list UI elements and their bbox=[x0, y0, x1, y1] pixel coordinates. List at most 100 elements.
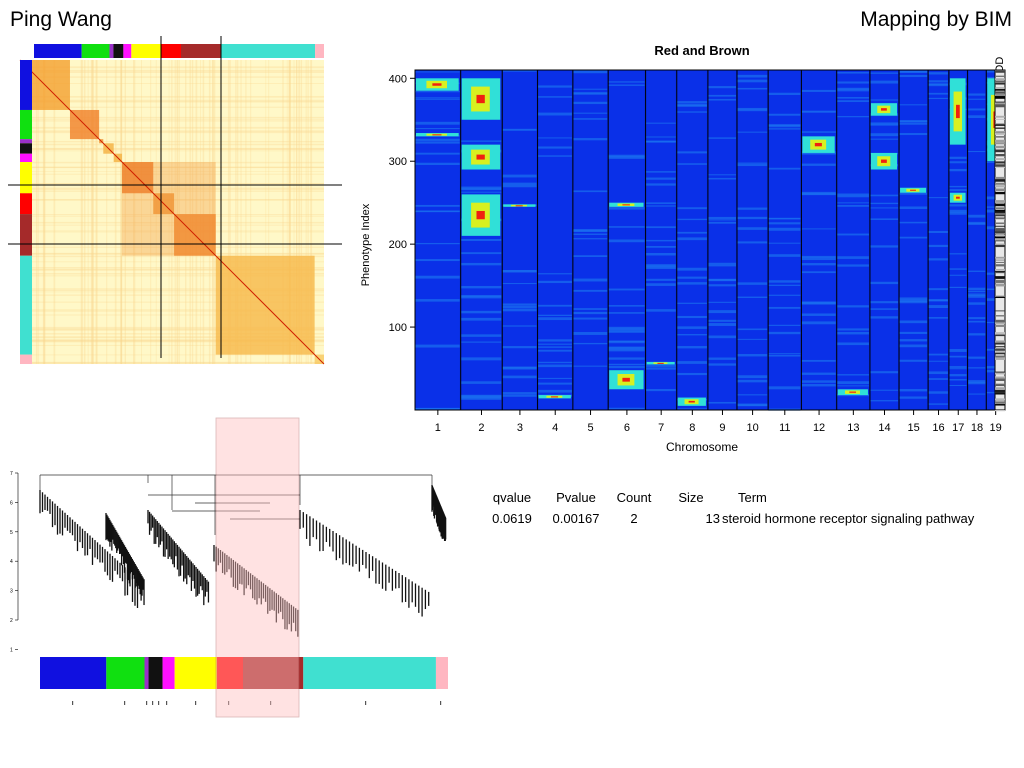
lod-streak bbox=[415, 259, 460, 262]
lod-streak bbox=[948, 209, 967, 213]
lod-streak bbox=[948, 253, 967, 255]
col-pvalue: Pvalue bbox=[556, 490, 596, 505]
lod-streak bbox=[737, 354, 768, 357]
dendro-module-bar bbox=[174, 657, 217, 689]
top-module-bar bbox=[113, 44, 124, 58]
lod-streak bbox=[737, 404, 768, 407]
cell-size: 13 bbox=[705, 511, 720, 526]
lod-streak bbox=[899, 206, 928, 210]
lod-streak bbox=[502, 303, 537, 306]
lod-streak bbox=[502, 128, 537, 131]
lod-legend-stripe bbox=[995, 124, 1005, 126]
heatmap-streak bbox=[20, 301, 324, 303]
lod-streak bbox=[737, 131, 768, 133]
lod-hot-spot-peak bbox=[432, 83, 442, 86]
y-axis-label: Phenotype Index bbox=[360, 203, 372, 286]
dendro-module-bar bbox=[216, 657, 243, 689]
y-tick-label: 100 bbox=[389, 322, 407, 334]
lod-streak bbox=[460, 394, 502, 398]
heatmap-streak bbox=[37, 60, 39, 364]
left-module-bar bbox=[20, 139, 32, 144]
lod-streak bbox=[948, 168, 967, 172]
lod-hot-spot-peak bbox=[476, 154, 485, 160]
dendro-module-bar bbox=[162, 657, 175, 689]
lod-legend-stripe bbox=[995, 268, 1005, 271]
heatmap-streak bbox=[176, 60, 178, 364]
lod-streak bbox=[836, 305, 869, 308]
heatmap-streak bbox=[212, 60, 214, 364]
lod-streak bbox=[768, 294, 801, 296]
lod-legend-stripe bbox=[995, 296, 1005, 299]
heatmap-streak bbox=[289, 60, 291, 364]
lod-streak bbox=[737, 79, 768, 83]
lod-streak bbox=[460, 285, 502, 289]
lod-streak bbox=[645, 136, 676, 138]
lod-streak bbox=[801, 191, 836, 195]
lod-streak bbox=[928, 92, 948, 95]
dendro-small-mark bbox=[365, 701, 367, 705]
heatmap-streak bbox=[20, 140, 324, 143]
heatmap-streak bbox=[20, 171, 324, 172]
lod-legend-stripe bbox=[995, 332, 1005, 335]
lod-streak bbox=[899, 104, 928, 106]
chromosome-column bbox=[737, 70, 768, 410]
x-tick-label: 15 bbox=[907, 422, 919, 434]
lod-streak bbox=[967, 150, 986, 153]
heatmap-streak bbox=[307, 60, 309, 364]
lod-streak bbox=[869, 99, 899, 101]
heatmap-streak bbox=[20, 289, 324, 292]
heatmap-streak bbox=[120, 60, 122, 364]
heatmap-streak bbox=[296, 60, 297, 364]
lod-streak bbox=[836, 256, 869, 259]
lod-streak bbox=[899, 389, 928, 392]
lod-streak bbox=[869, 400, 899, 402]
heatmap-streak bbox=[237, 60, 239, 364]
heatmap-streak bbox=[20, 215, 324, 217]
heatmap-streak bbox=[20, 341, 324, 343]
lod-streak bbox=[460, 186, 502, 190]
heatmap-streak bbox=[20, 273, 324, 275]
lod-streak bbox=[948, 189, 967, 192]
lod-streak bbox=[415, 162, 460, 166]
heatmap-streak bbox=[20, 275, 324, 277]
lod-streak bbox=[572, 365, 608, 367]
dendro-module-bar bbox=[144, 657, 149, 689]
lod-streak bbox=[502, 367, 537, 369]
lod-legend-stripe bbox=[995, 236, 1005, 240]
heatmap-streak bbox=[20, 116, 324, 119]
lod-streak bbox=[768, 128, 801, 130]
lod-streak bbox=[869, 207, 899, 209]
lod-streak bbox=[460, 262, 502, 266]
lod-streak bbox=[967, 293, 986, 297]
lod-streak bbox=[737, 164, 768, 167]
lod-streak bbox=[899, 331, 928, 334]
lod-streak bbox=[537, 317, 572, 321]
heatmap-streak bbox=[20, 131, 324, 134]
chromosome-column bbox=[869, 70, 899, 410]
lod-streak bbox=[608, 226, 645, 228]
lod-streak bbox=[801, 257, 836, 261]
lod-streak bbox=[415, 204, 460, 207]
heatmap-streak bbox=[96, 60, 98, 364]
heatmap-streak bbox=[20, 362, 324, 365]
heatmap-streak bbox=[92, 60, 95, 364]
dendro-y-tick-label: 3 bbox=[10, 589, 13, 595]
chromosome-column bbox=[967, 70, 986, 410]
heatmap-streak bbox=[189, 60, 191, 364]
lod-streak bbox=[415, 344, 460, 348]
lod-streak bbox=[460, 238, 502, 241]
lod-streak bbox=[537, 304, 572, 307]
lod-streak bbox=[801, 359, 836, 362]
lod-streak bbox=[537, 273, 572, 275]
lod-streak bbox=[928, 371, 948, 375]
heatmap-streak bbox=[20, 187, 324, 190]
lod-streak bbox=[608, 288, 645, 291]
lod-legend-stripe bbox=[995, 392, 1005, 395]
lod-streak bbox=[768, 254, 801, 257]
heatmap-streak bbox=[20, 314, 324, 316]
lod-legend-stripe bbox=[995, 351, 1005, 354]
lod-streak bbox=[948, 268, 967, 270]
lod-streak bbox=[415, 98, 460, 100]
lod-legend-stripe bbox=[995, 91, 1005, 94]
x-tick-label: 9 bbox=[719, 422, 725, 434]
